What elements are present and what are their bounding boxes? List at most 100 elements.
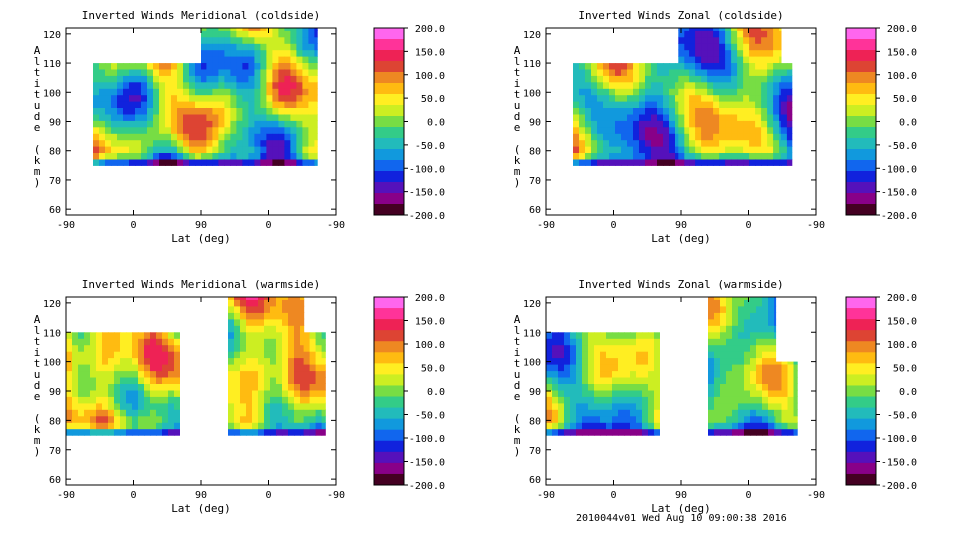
field-cell	[264, 389, 271, 397]
field-cell	[689, 68, 696, 76]
field-cell	[600, 396, 607, 404]
field-cell	[276, 331, 283, 339]
field-cell	[315, 415, 323, 423]
field-cell	[252, 376, 259, 384]
field-cell	[749, 62, 756, 70]
field-cell	[558, 415, 565, 423]
field-cell	[308, 43, 315, 51]
field-cell	[254, 43, 261, 51]
field-cell	[606, 422, 613, 430]
field-cell	[600, 422, 607, 430]
field-cell	[105, 63, 112, 70]
field-cell	[135, 107, 142, 115]
field-cell	[168, 415, 175, 423]
field-cell	[738, 383, 745, 391]
colorbar: 200.0150.0100.050.00.0-50.0-100.0-150.0-…	[373, 293, 445, 492]
field-cell	[321, 409, 326, 417]
field-cell	[591, 107, 598, 115]
field-cell	[300, 364, 305, 372]
field-cell	[126, 428, 133, 436]
x-tick-label: -90	[537, 490, 555, 501]
field-cell	[260, 133, 267, 141]
field-cell	[300, 325, 305, 333]
field-cell	[645, 107, 652, 115]
field-cell	[630, 338, 637, 346]
field-cell	[669, 139, 676, 147]
field-cell	[603, 158, 610, 166]
field-cell	[707, 56, 714, 63]
field-cell	[689, 81, 696, 89]
field-cell	[302, 113, 309, 121]
field-cell	[773, 152, 780, 160]
field-cell	[597, 107, 604, 115]
field-cell	[738, 376, 745, 384]
field-cell	[713, 113, 720, 121]
field-cell	[114, 332, 121, 339]
field-cell	[264, 305, 271, 313]
field-cell	[206, 68, 213, 76]
field-cell	[701, 133, 708, 141]
field-cell	[201, 68, 207, 76]
field-cell	[284, 120, 291, 128]
field-cell	[270, 396, 277, 404]
field-cell	[594, 396, 601, 404]
field-cell	[756, 344, 763, 352]
field-cell	[787, 415, 795, 423]
field-cell	[787, 383, 795, 391]
field-cell	[755, 113, 762, 121]
field-cell	[290, 75, 297, 83]
field-cell	[609, 158, 616, 166]
field-cell	[195, 113, 202, 121]
field-cell	[744, 370, 751, 378]
field-cell	[117, 63, 124, 70]
field-cell	[624, 370, 631, 378]
field-cell	[308, 75, 315, 83]
field-cell	[779, 81, 782, 89]
field-cell	[779, 146, 782, 153]
field-cell	[762, 383, 769, 391]
field-cell	[749, 81, 756, 89]
field-cell	[270, 389, 277, 397]
field-cell	[787, 370, 795, 378]
field-cell	[749, 88, 756, 96]
field-cell	[774, 409, 777, 417]
field-cell	[750, 338, 757, 346]
field-cell	[315, 338, 323, 346]
field-cell	[309, 370, 317, 378]
field-cell	[594, 428, 601, 436]
field-cell	[288, 389, 295, 397]
field-cell	[558, 338, 565, 346]
field-cell	[284, 30, 291, 38]
field-cell	[651, 113, 658, 121]
field-cell	[713, 146, 720, 153]
field-cell	[129, 107, 136, 115]
field-cell	[266, 62, 273, 70]
field-cell	[606, 357, 613, 365]
field-cell	[302, 152, 309, 160]
field-cell	[228, 331, 235, 339]
field-cell	[302, 88, 309, 96]
field-cell	[93, 75, 100, 83]
field-cell	[99, 113, 106, 121]
field-cell	[120, 396, 127, 404]
field-cell	[630, 389, 637, 397]
field-cell	[99, 94, 106, 102]
field-cell	[689, 107, 696, 115]
colorbar-tick-label: -50.0	[887, 141, 917, 152]
field-cell	[627, 133, 634, 141]
field-cell	[781, 422, 789, 430]
field-cell	[294, 344, 301, 352]
field-cell	[321, 402, 326, 410]
field-cell	[726, 305, 733, 313]
field-cell	[105, 88, 112, 96]
field-cell	[189, 139, 196, 147]
field-cell	[701, 107, 708, 115]
field-cell	[725, 28, 732, 31]
field-cell	[296, 139, 303, 147]
field-cell	[719, 30, 726, 38]
field-cell	[264, 364, 271, 372]
field-cell	[624, 351, 631, 359]
field-cell	[93, 152, 100, 160]
field-cell	[129, 120, 136, 128]
field-cell	[165, 133, 172, 141]
